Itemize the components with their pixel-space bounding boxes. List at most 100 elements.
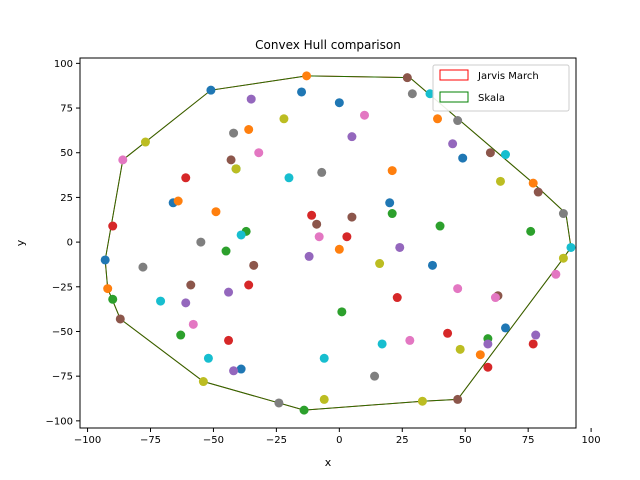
scatter-point (236, 230, 246, 240)
x-tick-label: 100 (582, 435, 601, 446)
scatter-point (566, 242, 576, 252)
scatter-point (304, 251, 314, 261)
scatter-point (405, 335, 415, 345)
scatter-point (244, 280, 254, 290)
scatter-point (198, 377, 208, 387)
scatter-point (140, 137, 150, 147)
scatter-point (485, 148, 495, 158)
scatter-point (425, 89, 435, 99)
scatter-point (475, 350, 485, 360)
scatter-point (224, 287, 234, 297)
scatter-point (203, 353, 213, 363)
scatter-point (221, 246, 231, 256)
y-tick-label: 50 (60, 148, 73, 159)
scatter-point (501, 150, 510, 160)
scatter-point (249, 260, 259, 270)
scatter-point (443, 328, 453, 338)
scatter-point (501, 323, 510, 333)
scatter-point (196, 237, 206, 247)
scatter-point (342, 232, 352, 242)
scatter-point (274, 398, 284, 408)
scatter-point (284, 173, 294, 183)
x-tick-label: −50 (203, 435, 224, 446)
scatter-point (483, 339, 493, 349)
scatter-point (558, 253, 568, 263)
scatter-point (483, 362, 493, 372)
scatter-point (229, 128, 239, 138)
scatter-point (254, 148, 264, 158)
scatter-point (173, 196, 183, 206)
legend-swatch-jarvis (439, 69, 469, 81)
scatter-point (558, 209, 568, 219)
scatter-point (360, 110, 370, 120)
scatter-point (455, 344, 465, 354)
plot-area (79, 57, 577, 429)
scatter-point (319, 394, 329, 404)
scatter-point (206, 85, 216, 95)
x-tick-label: −25 (266, 435, 287, 446)
x-tick-label: −100 (74, 435, 101, 446)
scatter-point (370, 371, 380, 381)
scatter-point (186, 280, 196, 290)
scatter-point (181, 298, 191, 308)
y-axis-label: y (14, 239, 27, 246)
scatter-point (551, 269, 561, 279)
scatter-point (226, 155, 236, 165)
scatter-point (100, 255, 110, 265)
scatter-point (407, 89, 417, 99)
x-tick-label: −75 (140, 435, 161, 446)
scatter-point (427, 260, 437, 270)
y-tick-label: −100 (46, 416, 73, 427)
plot-frame (79, 57, 577, 429)
x-tick-label: 0 (336, 435, 342, 446)
scatter-point (526, 226, 536, 236)
scatter-point (375, 259, 385, 269)
y-tick-label: −25 (52, 282, 73, 293)
scatter-point (395, 242, 405, 252)
scatter-point (176, 330, 186, 340)
scatter-point (236, 364, 246, 374)
y-tick-label: 25 (60, 193, 73, 204)
scatter-point (334, 244, 344, 254)
legend-label-jarvis: Jarvis March (477, 71, 539, 82)
scatter-point (448, 139, 458, 149)
legend-label-skala: Skala (478, 93, 505, 104)
x-axis: −100 −75 −50 −25 0 25 50 75 100 (74, 428, 601, 446)
scatter-point (377, 339, 387, 349)
scatter-point (156, 296, 166, 306)
scatter-point (108, 294, 118, 304)
scatter-point (229, 366, 239, 376)
scatter-point (307, 210, 317, 220)
scatter-point (334, 98, 344, 108)
scatter-point (181, 173, 191, 183)
scatter-point (531, 330, 541, 340)
scatter-point (385, 198, 395, 208)
scatter-point (319, 353, 329, 363)
scatter-point (387, 166, 397, 176)
scatter-point (299, 405, 309, 415)
scatter-point (188, 319, 198, 329)
scatter-point (453, 284, 463, 294)
scatter-point (458, 153, 468, 163)
scatter-point (387, 209, 397, 219)
legend-swatch-skala (439, 91, 469, 103)
scatter-point (337, 307, 347, 317)
scatter-point (528, 178, 538, 188)
x-axis-label: x (325, 456, 332, 469)
scatter-point (435, 221, 445, 231)
scatter-point (347, 132, 357, 142)
scatter-point (246, 94, 256, 104)
scatter-point (402, 73, 412, 83)
x-tick-label: 50 (459, 435, 472, 446)
scatter-point (108, 221, 118, 231)
x-tick-label: 25 (396, 435, 409, 446)
scatter-point (317, 167, 327, 177)
scatter-point (347, 212, 357, 222)
x-tick-label: 75 (522, 435, 535, 446)
chart-title: Convex Hull comparison (255, 38, 401, 52)
scatter-point (118, 155, 128, 165)
scatter-point (490, 293, 500, 303)
scatter-point (115, 314, 125, 324)
scatter-point (528, 339, 538, 349)
scatter-point (302, 71, 312, 81)
